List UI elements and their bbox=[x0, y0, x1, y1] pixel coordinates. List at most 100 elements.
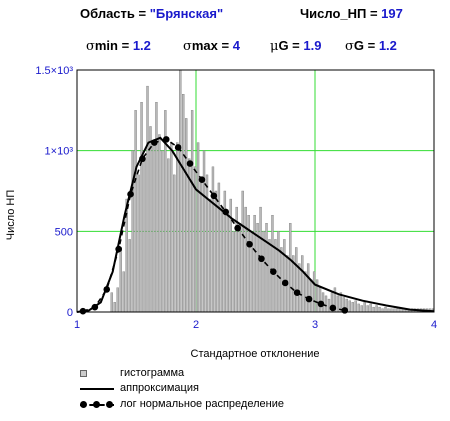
histogram-bar bbox=[324, 295, 328, 313]
sigma-max-label: max = bbox=[191, 38, 233, 53]
x-tick-label: 1 bbox=[74, 319, 80, 331]
x-tick-label: 3 bbox=[312, 319, 318, 331]
histogram-bar bbox=[354, 300, 357, 313]
legend-approximation: аппроксимация bbox=[80, 382, 199, 394]
lognormal-point bbox=[329, 304, 337, 312]
histogram-bar bbox=[146, 85, 149, 313]
histogram-bar bbox=[303, 271, 307, 313]
x-tick-label: 4 bbox=[431, 319, 437, 331]
lognormal-point bbox=[258, 255, 265, 263]
lognormal-point bbox=[174, 144, 182, 151]
sigma-min-label: min = bbox=[94, 38, 133, 53]
histogram-bar bbox=[318, 287, 322, 313]
mu-g-label: G = bbox=[278, 38, 304, 53]
x-tick-label: 2 bbox=[193, 319, 199, 331]
lognormal-point bbox=[246, 240, 253, 248]
lognormal-point bbox=[139, 155, 146, 163]
lognormal-point bbox=[293, 289, 301, 296]
histogram-bar bbox=[366, 305, 369, 313]
lognormal-point bbox=[127, 190, 134, 198]
histogram-bar bbox=[220, 206, 224, 313]
histogram-bar bbox=[280, 247, 283, 313]
y-axis-label: Число НП bbox=[5, 190, 17, 241]
sigma-g-label: G = bbox=[353, 38, 379, 53]
histogram-bar bbox=[238, 223, 241, 313]
histogram-bar bbox=[363, 302, 366, 313]
histogram-bar bbox=[184, 118, 188, 313]
histogram-bar bbox=[116, 287, 119, 313]
histogram-bar bbox=[137, 174, 140, 313]
histogram-bar bbox=[384, 306, 387, 313]
histogram-bar bbox=[336, 295, 340, 313]
histogram-bar bbox=[167, 158, 170, 313]
sigma-max-value: 4 bbox=[232, 38, 240, 53]
legend-lognormal-label: лог нормальное распределение bbox=[120, 398, 284, 410]
histogram-bar bbox=[369, 303, 372, 313]
histogram-bar bbox=[357, 303, 360, 313]
sigma-max-symbol: σ bbox=[183, 39, 192, 54]
histogram-bar bbox=[187, 158, 191, 313]
count-label: Число_НП = bbox=[300, 6, 382, 21]
lognormal-point bbox=[186, 160, 194, 167]
histogram-bar bbox=[271, 214, 274, 313]
mu-g-value: 1.9 bbox=[303, 38, 322, 53]
mu-g-stat: μG = 1.9 bbox=[270, 38, 321, 54]
histogram-bar bbox=[143, 158, 146, 313]
histogram-bar bbox=[134, 110, 137, 313]
histogram-bar bbox=[176, 142, 179, 313]
histogram-bar bbox=[283, 239, 286, 313]
histogram-bar bbox=[190, 110, 194, 313]
histogram-bar bbox=[170, 142, 173, 313]
lognormal-point bbox=[270, 268, 277, 275]
histogram-bar bbox=[265, 223, 268, 313]
histogram-bar bbox=[196, 142, 200, 313]
histogram-bar bbox=[232, 231, 235, 313]
lognormal-point bbox=[210, 192, 218, 200]
histogram-bar bbox=[110, 292, 113, 313]
x-axis-label: Стандартное отклонение bbox=[191, 348, 320, 360]
histogram-bar bbox=[182, 93, 185, 313]
histogram-bar bbox=[217, 182, 221, 313]
histogram-bar bbox=[372, 306, 375, 313]
lognormal-point bbox=[151, 139, 158, 146]
sigma-min-symbol: σ bbox=[86, 39, 95, 54]
histogram-bar bbox=[149, 126, 152, 313]
sigma-max-stat: σmax = 4 bbox=[183, 38, 240, 54]
histogram-bar bbox=[173, 174, 176, 313]
legend-approximation-label: аппроксимация bbox=[120, 382, 199, 394]
region-value: "Брянская" bbox=[149, 6, 224, 21]
region-header: Область = "Брянская" bbox=[80, 6, 223, 21]
y-tick-label: 1×10³ bbox=[45, 146, 74, 158]
sigma-g-value: 1.2 bbox=[378, 38, 397, 53]
count-header: Число_НП = 197 bbox=[300, 6, 403, 21]
sigma-g-stat: σG = 1.2 bbox=[345, 38, 397, 54]
histogram-bar bbox=[211, 166, 215, 313]
plot-frame bbox=[76, 69, 435, 313]
lognormal-point bbox=[79, 307, 87, 315]
histogram-bar bbox=[327, 298, 331, 313]
region-label: Область = bbox=[80, 6, 150, 21]
histogram-bar bbox=[375, 305, 378, 313]
histogram-bar bbox=[306, 263, 310, 313]
histogram-bars bbox=[110, 69, 434, 313]
legend-histogram: гистограмма bbox=[80, 367, 184, 379]
y-tick-labels: 0 500 1×10³ 1.5×10³ bbox=[35, 65, 73, 319]
y-tick-label: 1.5×10³ bbox=[35, 65, 73, 77]
lognormal-point bbox=[198, 176, 206, 184]
lognormal-swatch bbox=[80, 399, 114, 409]
y-tick-label: 0 bbox=[67, 307, 73, 319]
histogram-bar bbox=[295, 247, 298, 313]
lognormal-point bbox=[305, 295, 313, 303]
histogram-bar bbox=[298, 263, 301, 313]
histogram-bar bbox=[277, 231, 280, 313]
count-value: 197 bbox=[381, 6, 403, 21]
histogram-bar bbox=[122, 271, 125, 313]
histogram-bar bbox=[179, 69, 182, 313]
lognormal-point bbox=[91, 303, 99, 311]
histogram-bar bbox=[214, 190, 218, 313]
lognormal-curve bbox=[82, 138, 345, 312]
sigma-min-stat: σmin = 1.2 bbox=[86, 38, 151, 54]
lognormal-point bbox=[317, 300, 325, 308]
sigma-min-value: 1.2 bbox=[132, 38, 151, 53]
histogram-bar bbox=[262, 231, 265, 313]
